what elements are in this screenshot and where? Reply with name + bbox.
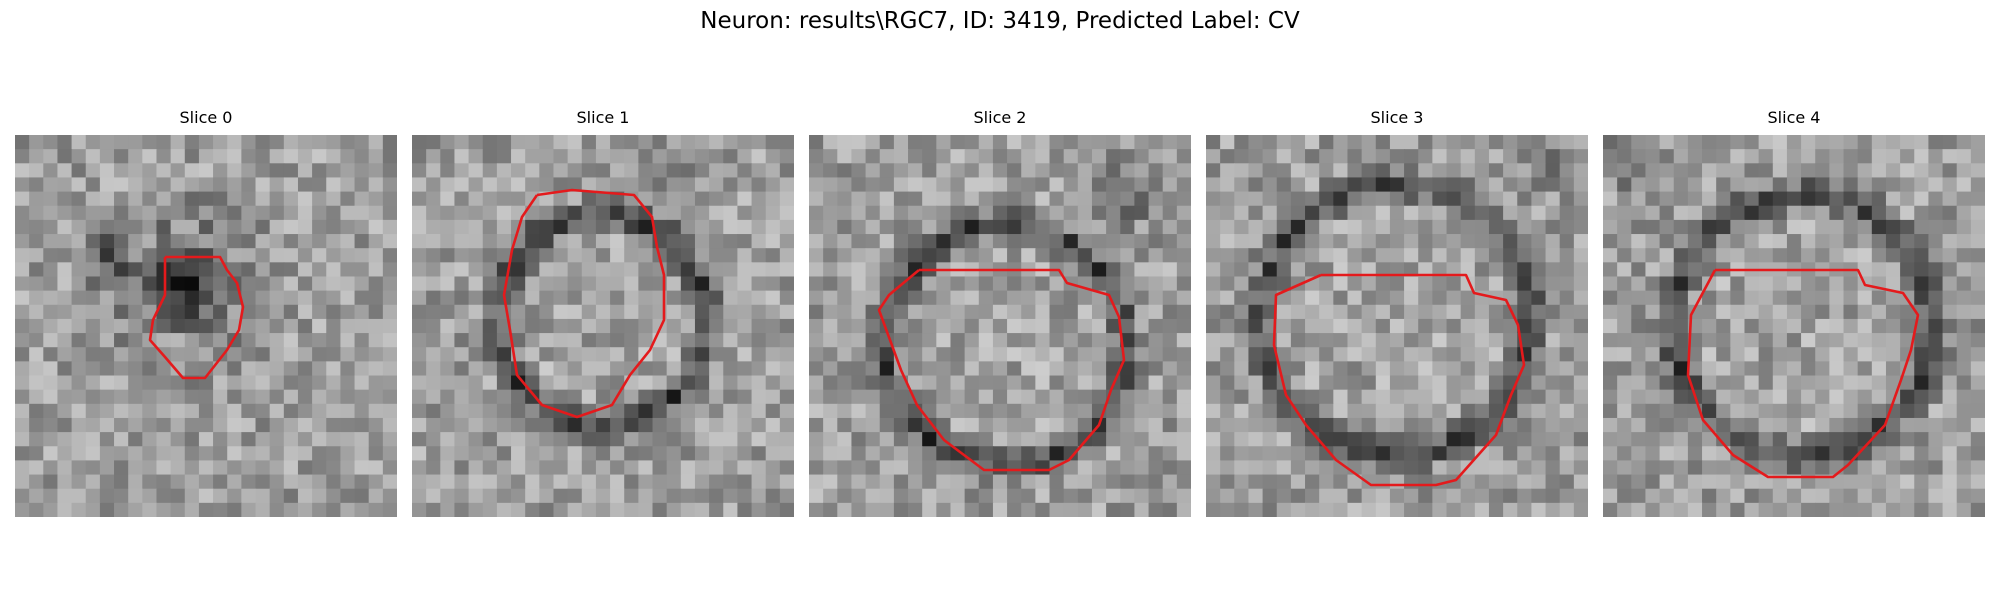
slice-image-2 [809,135,1191,517]
slice-title: Slice 1 [576,108,630,127]
slice-image-0 [15,135,397,517]
segmentation-contour [148,255,245,380]
segmentation-contour [1686,268,1920,479]
segmentation-contour [1272,273,1526,487]
slice-image-3 [1206,135,1588,517]
slice-title: Slice 0 [179,108,233,127]
slice-title: Slice 2 [973,108,1027,127]
slice-image-4 [1603,135,1985,517]
segmentation-contour [877,268,1126,472]
slice-image-1 [412,135,794,517]
segmentation-contour [502,188,666,419]
slice-title: Slice 4 [1767,108,1821,127]
figure-title: Neuron: results\RGC7, ID: 3419, Predicte… [700,8,1300,34]
slice-title: Slice 3 [1370,108,1424,127]
